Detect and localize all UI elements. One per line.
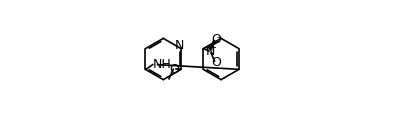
- Text: O: O: [170, 63, 180, 76]
- Text: +: +: [208, 43, 216, 53]
- Text: N: N: [205, 44, 215, 58]
- Text: NH: NH: [153, 58, 172, 71]
- Text: -: -: [216, 32, 220, 42]
- Text: N: N: [175, 39, 184, 52]
- Text: O: O: [211, 33, 221, 46]
- Text: O: O: [211, 56, 221, 69]
